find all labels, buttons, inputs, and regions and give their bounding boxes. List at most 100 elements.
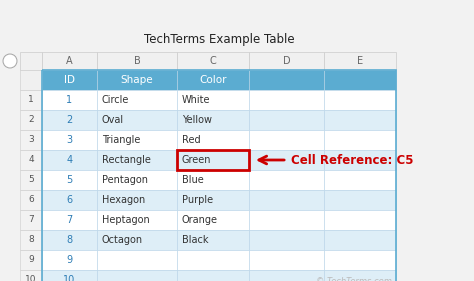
Text: Purple: Purple (182, 195, 213, 205)
FancyBboxPatch shape (249, 130, 324, 150)
Text: Hexagon: Hexagon (102, 195, 145, 205)
Text: 5: 5 (66, 175, 73, 185)
Text: White: White (182, 95, 210, 105)
FancyBboxPatch shape (324, 90, 396, 110)
FancyBboxPatch shape (249, 230, 324, 250)
Text: D: D (283, 56, 290, 66)
FancyBboxPatch shape (20, 230, 42, 250)
FancyBboxPatch shape (20, 70, 42, 90)
FancyBboxPatch shape (249, 110, 324, 130)
Text: 9: 9 (28, 255, 34, 264)
FancyBboxPatch shape (249, 210, 324, 230)
FancyBboxPatch shape (42, 90, 97, 110)
FancyBboxPatch shape (20, 150, 42, 170)
FancyBboxPatch shape (177, 270, 249, 281)
Text: © TechTerms.com: © TechTerms.com (316, 277, 392, 281)
Text: Color: Color (199, 75, 227, 85)
Text: Rectangle: Rectangle (102, 155, 151, 165)
FancyBboxPatch shape (324, 190, 396, 210)
FancyBboxPatch shape (324, 250, 396, 270)
FancyBboxPatch shape (249, 190, 324, 210)
Text: 6: 6 (66, 195, 73, 205)
FancyBboxPatch shape (97, 90, 177, 110)
FancyBboxPatch shape (42, 52, 97, 70)
FancyBboxPatch shape (20, 210, 42, 230)
FancyBboxPatch shape (42, 150, 97, 170)
FancyBboxPatch shape (177, 130, 249, 150)
Text: Black: Black (182, 235, 209, 245)
FancyBboxPatch shape (249, 90, 324, 110)
FancyBboxPatch shape (177, 150, 249, 170)
FancyBboxPatch shape (177, 190, 249, 210)
Text: Pentagon: Pentagon (102, 175, 148, 185)
Text: E: E (357, 56, 363, 66)
FancyBboxPatch shape (249, 52, 324, 70)
FancyBboxPatch shape (324, 150, 396, 170)
FancyBboxPatch shape (20, 90, 42, 110)
FancyBboxPatch shape (97, 52, 177, 70)
FancyBboxPatch shape (97, 270, 177, 281)
FancyBboxPatch shape (324, 70, 396, 90)
FancyBboxPatch shape (97, 110, 177, 130)
Text: 1: 1 (28, 96, 34, 105)
FancyBboxPatch shape (20, 52, 42, 70)
FancyBboxPatch shape (42, 70, 97, 90)
FancyBboxPatch shape (177, 250, 249, 270)
FancyBboxPatch shape (177, 210, 249, 230)
Text: Red: Red (182, 135, 201, 145)
Text: 1: 1 (66, 95, 73, 105)
FancyBboxPatch shape (42, 270, 97, 281)
FancyBboxPatch shape (177, 110, 249, 130)
FancyBboxPatch shape (324, 230, 396, 250)
Text: Blue: Blue (182, 175, 204, 185)
Text: 7: 7 (66, 215, 73, 225)
FancyBboxPatch shape (42, 110, 97, 130)
FancyBboxPatch shape (20, 130, 42, 150)
FancyBboxPatch shape (249, 70, 324, 90)
FancyBboxPatch shape (249, 170, 324, 190)
FancyBboxPatch shape (97, 130, 177, 150)
Text: 6: 6 (28, 196, 34, 205)
FancyBboxPatch shape (324, 210, 396, 230)
Text: Yellow: Yellow (182, 115, 212, 125)
FancyBboxPatch shape (249, 250, 324, 270)
FancyBboxPatch shape (42, 190, 97, 210)
FancyBboxPatch shape (177, 90, 249, 110)
Text: Shape: Shape (121, 75, 153, 85)
FancyBboxPatch shape (177, 170, 249, 190)
FancyBboxPatch shape (249, 270, 324, 281)
Text: TechTerms Example Table: TechTerms Example Table (144, 33, 294, 46)
Text: C: C (210, 56, 216, 66)
Text: 10: 10 (25, 275, 37, 281)
FancyBboxPatch shape (42, 230, 97, 250)
Text: 8: 8 (66, 235, 73, 245)
Text: 3: 3 (28, 135, 34, 144)
FancyBboxPatch shape (97, 70, 177, 90)
FancyBboxPatch shape (42, 130, 97, 150)
Text: ID: ID (64, 75, 75, 85)
Text: 4: 4 (28, 155, 34, 164)
Text: 4: 4 (66, 155, 73, 165)
FancyBboxPatch shape (97, 210, 177, 230)
FancyBboxPatch shape (20, 110, 42, 130)
FancyBboxPatch shape (177, 52, 249, 70)
Text: Triangle: Triangle (102, 135, 140, 145)
FancyBboxPatch shape (177, 230, 249, 250)
FancyBboxPatch shape (249, 150, 324, 170)
Text: Octagon: Octagon (102, 235, 143, 245)
FancyBboxPatch shape (42, 170, 97, 190)
Text: Orange: Orange (182, 215, 218, 225)
FancyBboxPatch shape (97, 250, 177, 270)
FancyBboxPatch shape (42, 250, 97, 270)
Text: Oval: Oval (102, 115, 124, 125)
Text: 5: 5 (28, 176, 34, 185)
Text: 9: 9 (66, 255, 73, 265)
FancyBboxPatch shape (177, 70, 249, 90)
FancyBboxPatch shape (20, 250, 42, 270)
Text: Cell Reference: C5: Cell Reference: C5 (291, 153, 413, 167)
Text: 2: 2 (28, 115, 34, 124)
FancyBboxPatch shape (324, 170, 396, 190)
FancyBboxPatch shape (324, 130, 396, 150)
FancyBboxPatch shape (324, 52, 396, 70)
FancyBboxPatch shape (42, 210, 97, 230)
